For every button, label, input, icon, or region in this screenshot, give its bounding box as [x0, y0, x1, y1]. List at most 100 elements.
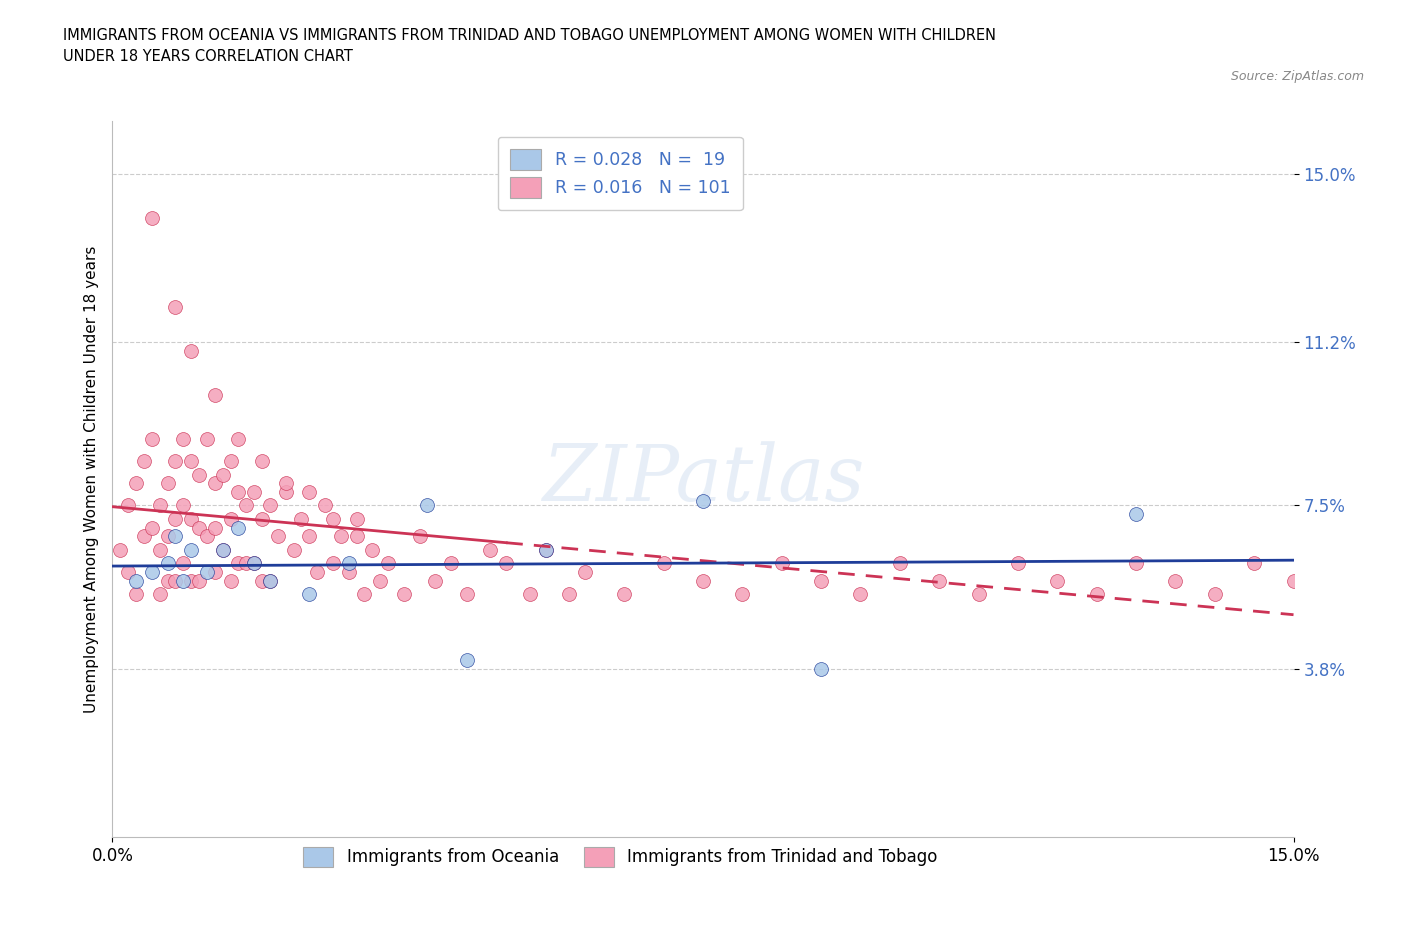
Point	[1125, 507, 1147, 522]
Point	[110, 542, 132, 557]
Point	[558, 587, 581, 602]
Point	[519, 587, 541, 602]
Point	[574, 565, 596, 579]
Point	[329, 529, 352, 544]
Point	[652, 555, 675, 570]
Point	[298, 485, 321, 499]
Text: IMMIGRANTS FROM OCEANIA VS IMMIGRANTS FROM TRINIDAD AND TOBAGO UNEMPLOYMENT AMON: IMMIGRANTS FROM OCEANIA VS IMMIGRANTS FR…	[63, 28, 997, 64]
Point	[165, 299, 187, 314]
Text: ZIPatlas: ZIPatlas	[541, 441, 865, 517]
Point	[250, 573, 273, 588]
Point	[1085, 587, 1108, 602]
Point	[534, 542, 557, 557]
Point	[211, 542, 233, 557]
Point	[259, 498, 281, 513]
Point	[408, 529, 430, 544]
Point	[283, 542, 305, 557]
Point	[125, 587, 148, 602]
Point	[298, 529, 321, 544]
Point	[456, 587, 478, 602]
Point	[228, 432, 250, 446]
Point	[180, 343, 202, 358]
Point	[180, 454, 202, 469]
Point	[132, 529, 155, 544]
Point	[172, 498, 194, 513]
Point	[259, 573, 281, 588]
Point	[274, 485, 297, 499]
Point	[1282, 573, 1305, 588]
Point	[290, 512, 312, 526]
Point	[188, 520, 211, 535]
Point	[165, 529, 187, 544]
Point	[243, 555, 266, 570]
Point	[770, 555, 793, 570]
Point	[195, 565, 218, 579]
Point	[810, 573, 832, 588]
Point	[456, 653, 478, 668]
Point	[250, 454, 273, 469]
Point	[141, 565, 163, 579]
Point	[165, 573, 187, 588]
Point	[156, 573, 179, 588]
Point	[250, 512, 273, 526]
Point	[204, 388, 226, 403]
Point	[928, 573, 950, 588]
Point	[416, 498, 439, 513]
Point	[425, 573, 447, 588]
Point	[337, 565, 360, 579]
Point	[889, 555, 911, 570]
Text: Source: ZipAtlas.com: Source: ZipAtlas.com	[1230, 70, 1364, 83]
Point	[322, 555, 344, 570]
Point	[219, 573, 242, 588]
Point	[235, 498, 257, 513]
Point	[353, 587, 375, 602]
Point	[235, 555, 257, 570]
Point	[180, 512, 202, 526]
Point	[849, 587, 872, 602]
Point	[180, 542, 202, 557]
Point	[495, 555, 517, 570]
Point	[228, 520, 250, 535]
Point	[125, 573, 148, 588]
Point	[613, 587, 636, 602]
Point	[149, 587, 172, 602]
Point	[392, 587, 415, 602]
Point	[195, 529, 218, 544]
Point	[149, 498, 172, 513]
Point	[219, 454, 242, 469]
Point	[377, 555, 399, 570]
Point	[243, 555, 266, 570]
Point	[211, 542, 233, 557]
Point	[361, 542, 384, 557]
Point	[322, 512, 344, 526]
Point	[204, 565, 226, 579]
Point	[117, 498, 139, 513]
Point	[195, 432, 218, 446]
Point	[141, 211, 163, 226]
Point	[1125, 555, 1147, 570]
Point	[211, 467, 233, 482]
Point	[692, 573, 714, 588]
Point	[188, 573, 211, 588]
Point	[172, 555, 194, 570]
Point	[274, 476, 297, 491]
Point	[188, 467, 211, 482]
Point	[810, 661, 832, 676]
Point	[337, 555, 360, 570]
Point	[141, 432, 163, 446]
Point	[132, 454, 155, 469]
Point	[346, 529, 368, 544]
Point	[298, 587, 321, 602]
Point	[307, 565, 329, 579]
Point	[1204, 587, 1226, 602]
Point	[204, 476, 226, 491]
Point	[117, 565, 139, 579]
Point	[180, 573, 202, 588]
Point	[165, 454, 187, 469]
Point	[692, 494, 714, 509]
Point	[731, 587, 754, 602]
Point	[219, 512, 242, 526]
Point	[172, 573, 194, 588]
Point	[165, 512, 187, 526]
Point	[228, 485, 250, 499]
